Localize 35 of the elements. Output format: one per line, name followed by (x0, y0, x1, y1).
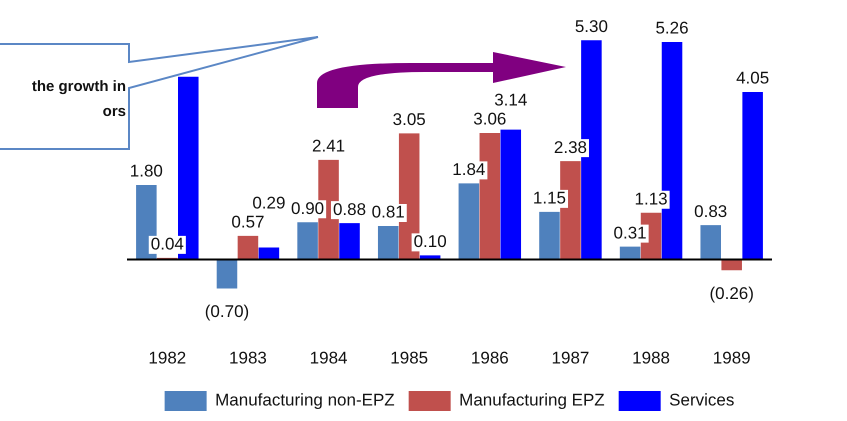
data-label: 3.06 (473, 110, 506, 129)
x-tick-label: 1988 (632, 348, 670, 368)
x-tick-label: 1984 (310, 348, 348, 368)
data-label: 0.57 (231, 212, 264, 232)
data-label: 3.14 (494, 90, 528, 110)
x-tick-label: 1989 (712, 348, 751, 368)
data-label: 1.13 (634, 189, 668, 208)
data-label: 0.83 (694, 202, 728, 221)
text: the growth in ors (30, 77, 127, 122)
data-label: 0.04 (150, 234, 184, 254)
x-tick-label: 1982 (148, 348, 186, 368)
data-label: 5.26 (655, 18, 689, 38)
data-label: 2.38 (554, 138, 587, 157)
data-label: 2.41 (312, 136, 346, 156)
data-label: (0.26) (709, 284, 754, 303)
x-tick-label: 1985 (390, 348, 428, 368)
legend-label: Manufacturing EPZ (459, 390, 605, 410)
data-label: 0.10 (414, 232, 447, 252)
data-label: 0.88 (332, 200, 366, 219)
data-label: 0.90 (291, 198, 324, 218)
data-label: 0.29 (252, 194, 286, 213)
legend-label: Manufacturing non-EPZ (215, 390, 395, 410)
x-tick-label: 1986 (470, 348, 509, 368)
data-label: 1.80 (130, 162, 163, 181)
data-label: 0.81 (372, 202, 405, 222)
data-label: 1.84 (452, 160, 486, 180)
x-tick-label: 1987 (552, 348, 590, 368)
data-label: 5.30 (574, 16, 608, 36)
x-tick-label: 1983 (229, 348, 267, 368)
data-label: 4.05 (736, 68, 770, 88)
data-label: (0.70) (204, 302, 250, 322)
data-label: 1.15 (532, 188, 566, 208)
data-label: 3.05 (392, 110, 426, 130)
legend-label: Services (669, 390, 734, 410)
data-label: 0.31 (614, 223, 647, 242)
